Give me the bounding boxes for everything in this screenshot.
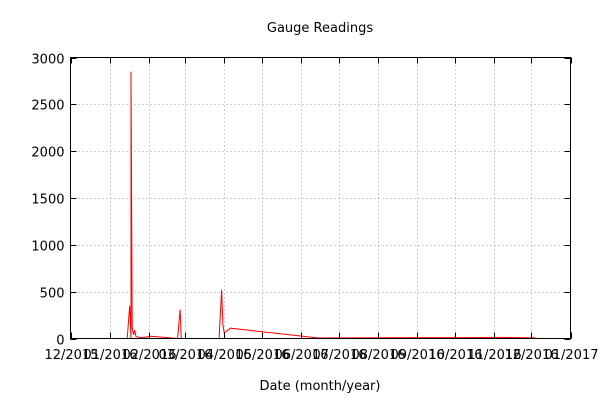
grid xyxy=(70,57,571,339)
x-tick-label: 05/2016 xyxy=(235,348,289,363)
x-tick-label: 10/2016 xyxy=(428,348,482,363)
x-tick-label: 01/2017 xyxy=(544,348,598,363)
x-axis: 12/201501/201602/201603/201604/201605/20… xyxy=(44,57,599,363)
series-layer xyxy=(126,71,536,340)
x-tick-label: 12/2016 xyxy=(504,348,558,363)
x-tick-label: 02/2016 xyxy=(122,348,176,363)
y-tick-label: 2500 xyxy=(31,99,64,114)
y-tick-label: 1000 xyxy=(31,240,64,255)
y-tick-label: 1500 xyxy=(31,193,64,208)
x-axis-label: Date (month/year) xyxy=(260,379,381,394)
x-tick-label: 06/2016 xyxy=(274,348,328,363)
x-tick-label: 01/2016 xyxy=(83,348,137,363)
x-tick-label: 12/2015 xyxy=(44,348,98,363)
series-line xyxy=(126,71,536,340)
chart-title: Gauge Readings xyxy=(267,21,373,36)
y-tick-label: 3000 xyxy=(31,53,64,68)
y-axis: 0 500 1000 1500 2000 2500 3000 xyxy=(31,53,571,349)
x-tick-label: 09/2016 xyxy=(390,348,444,363)
y-tick-label: 500 xyxy=(40,287,65,302)
x-tick-label: 08/2016 xyxy=(351,348,405,363)
y-tick-label: 2000 xyxy=(31,146,64,161)
x-tick-label: 11/2016 xyxy=(467,348,521,363)
x-tick-label: 07/2016 xyxy=(312,348,366,363)
x-tick-label: 03/2016 xyxy=(158,348,212,363)
x-tick-label: 04/2016 xyxy=(197,348,251,363)
y-tick-label: 0 xyxy=(56,334,64,349)
